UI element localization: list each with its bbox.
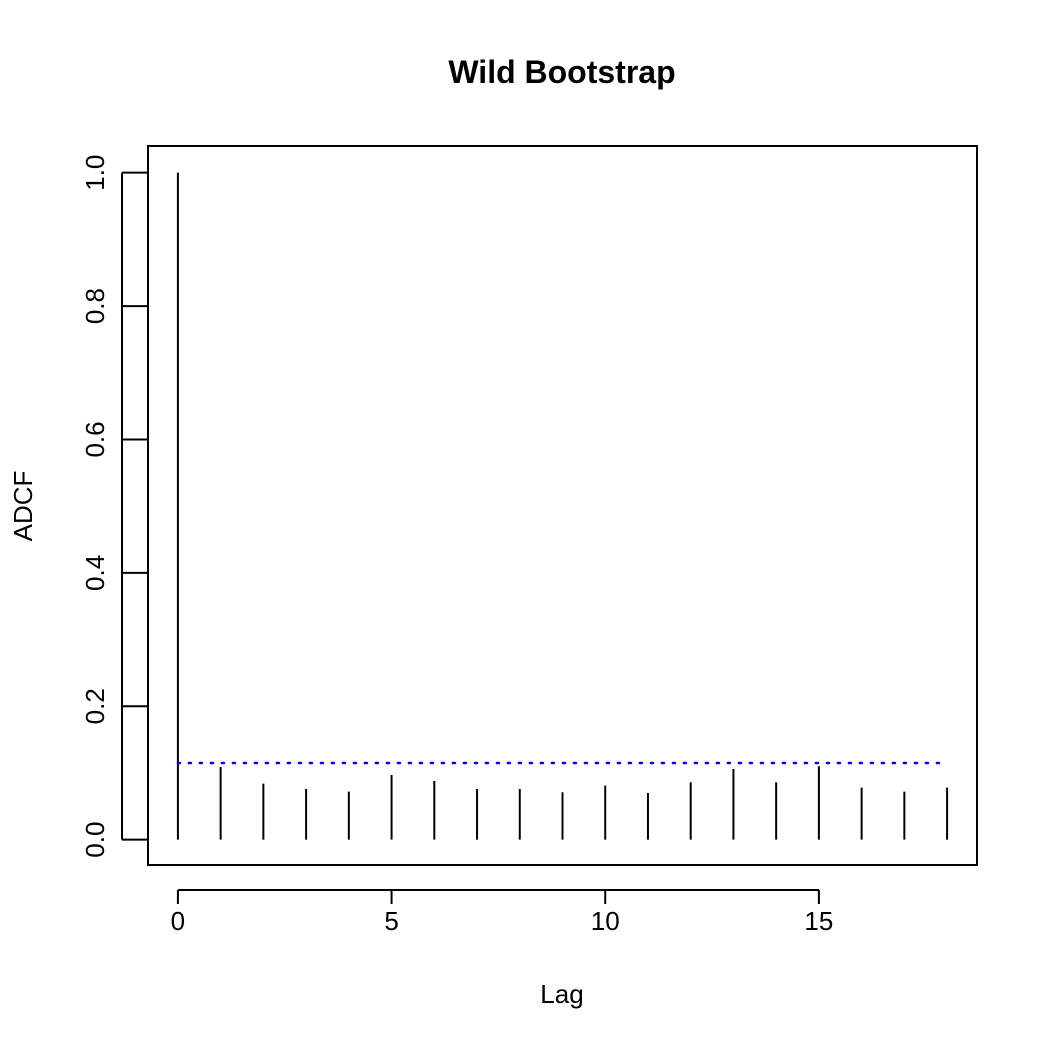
- x-tick-label-15: 15: [804, 906, 833, 936]
- chart-title: Wild Bootstrap: [448, 54, 675, 90]
- x-tick-label-0: 0: [171, 906, 185, 936]
- y-tick-label-0.4: 0.4: [80, 555, 110, 591]
- y-tick-label-0.8: 0.8: [80, 288, 110, 324]
- y-tick-label-0.6: 0.6: [80, 421, 110, 457]
- x-tick-label-10: 10: [591, 906, 620, 936]
- plot-frame: [147, 145, 978, 866]
- x-tick-label-5: 5: [384, 906, 398, 936]
- x-axis: 0 5 10 15: [171, 889, 833, 936]
- y-axis-label: ADCF: [8, 471, 38, 542]
- y-tick-label-0.0: 0.0: [80, 822, 110, 858]
- spike-series: [176, 172, 949, 840]
- y-axis: 0.0 0.2 0.4 0.6 0.8 1.0: [80, 155, 148, 858]
- y-tick-label-1.0: 1.0: [80, 155, 110, 191]
- y-tick-label-0.2: 0.2: [80, 688, 110, 724]
- x-axis-label: Lag: [540, 979, 583, 1009]
